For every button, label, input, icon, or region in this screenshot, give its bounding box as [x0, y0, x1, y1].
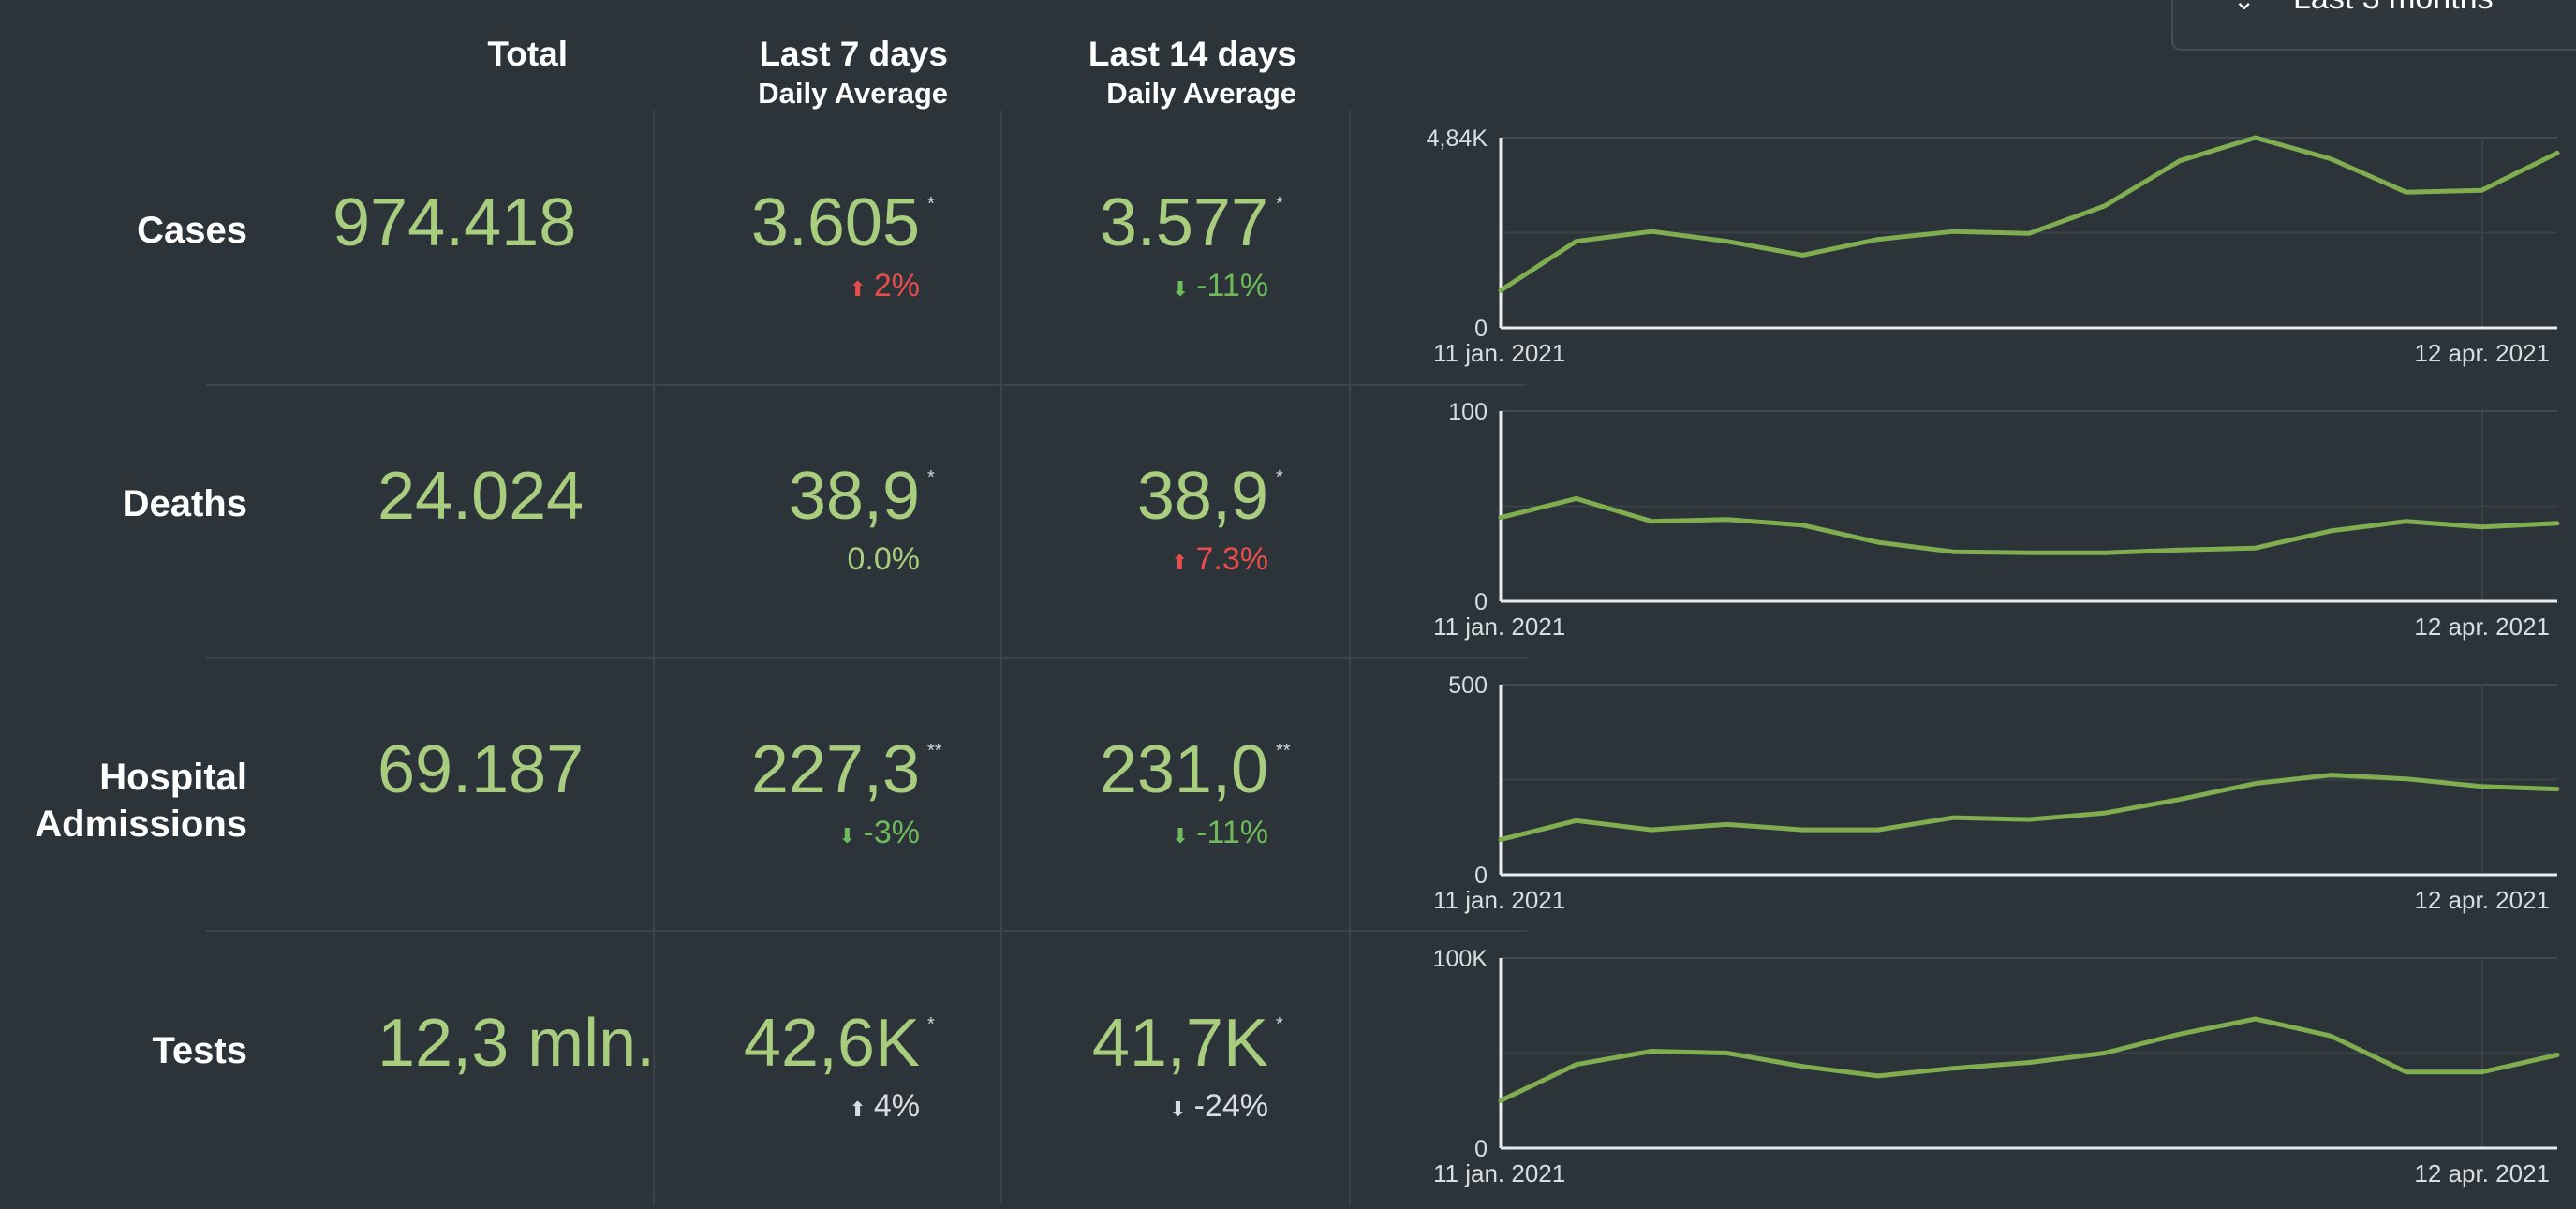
arrow-down-icon: ⬇ — [1169, 1098, 1187, 1121]
header-total: Total — [412, 34, 568, 75]
x-tick-label-start: 11 jan. 2021 — [1433, 612, 1565, 641]
row-divider — [206, 657, 1527, 659]
y-tick-label-min: 0 — [1474, 589, 1488, 615]
sparkline-svg: 100 011 jan. 2021 12 apr. 2021 — [1433, 399, 2560, 641]
avg7-value-cases: 3.605 — [750, 185, 920, 260]
avg14-change-tests-text: -24% — [1193, 1088, 1268, 1124]
avg7-change-deaths: 0.0% — [656, 540, 921, 578]
x-tick-label-start: 11 jan. 2021 — [1433, 1159, 1565, 1187]
avg7-change-cases-text: 2% — [873, 268, 920, 303]
row-label-hospital-admissions-line1: Hospital — [99, 757, 247, 798]
header-last-14-days: Last 14 days Daily Average — [1002, 34, 1296, 112]
x-tick-label-end: 12 apr. 2021 — [2414, 339, 2550, 367]
avg14-change-deaths-text: 7.3% — [1195, 541, 1269, 577]
y-tick-label-min: 0 — [1474, 863, 1488, 889]
x-tick-label-end: 12 apr. 2021 — [2414, 612, 2550, 641]
row-divider — [206, 930, 1527, 932]
period-dropdown-value: Last 3 months — [2293, 0, 2494, 17]
header-last-14-days-label: Last 14 days — [1088, 35, 1296, 73]
avg14-value-hospital-admissions: 231,0 — [1099, 732, 1268, 807]
avg14-change-cases: ⬇ -11% — [1002, 267, 1268, 308]
sparkline-hospital-admissions: 500 0 11 jan. 2021 12 apr. 2021 — [1396, 664, 2576, 936]
sparkline-cases: 4,84K 0 11 jan. 2021 12 apr. 2021 — [1396, 117, 2576, 389]
avg14-change-deaths: ⬆ 7.3% — [1002, 540, 1268, 582]
row-label-deaths: Deaths — [122, 483, 247, 524]
header-last-7-days-label: Last 7 days — [759, 35, 948, 73]
avg14-change-tests: ⬇ -24% — [1002, 1087, 1268, 1128]
sparkline-deaths: 100 0 11 jan. 2021 12 apr. 2021 — [1396, 391, 2576, 662]
arrow-down-icon: ⬇ — [1171, 824, 1190, 848]
header-last-7-days: Last 7 days Daily Average — [656, 34, 948, 112]
arrow-up-icon: ⬆ — [849, 277, 866, 301]
y-tick-label-min: 0 — [1474, 1136, 1488, 1162]
y-tick-label-max: 500 — [1448, 672, 1488, 699]
avg7-value-deaths: 38,9 — [788, 459, 920, 534]
period-dropdown[interactable]: ⌄ Last 3 months — [2171, 0, 2576, 51]
series-line — [1498, 135, 2560, 293]
series-line — [1498, 1016, 2560, 1103]
avg7-value-tests: 42,6K — [743, 1006, 920, 1081]
avg14-footnote-deaths: * — [1276, 467, 1283, 488]
avg7-change-hospital-admissions-text: -3% — [863, 815, 920, 850]
total-value-deaths: 24.024 — [378, 459, 585, 534]
avg14-value-cases: 3.577 — [1099, 185, 1268, 260]
arrow-down-icon: ⬇ — [838, 824, 856, 848]
header-last-14-days-sub: Daily Average — [1106, 77, 1296, 110]
avg7-footnote-hospital-admissions: ** — [927, 741, 942, 761]
avg14-footnote-hospital-admissions: ** — [1276, 741, 1291, 761]
avg7-change-hospital-admissions: ⬇ -3% — [656, 814, 920, 855]
arrow-up-icon: ⬆ — [1171, 551, 1189, 574]
sparkline-svg: 4,84K 011 jan. 2021 12 apr. 2021 — [1427, 125, 2560, 367]
avg7-change-tests: ⬆ 4% — [656, 1087, 920, 1128]
row-divider — [206, 384, 1527, 386]
y-tick-label-max: 100 — [1448, 399, 1488, 425]
avg14-footnote-tests: * — [1276, 1014, 1283, 1035]
total-value-tests: 12,3 mln. — [378, 1006, 656, 1081]
x-tick-label-end: 12 apr. 2021 — [2414, 1159, 2550, 1187]
avg14-change-hospital-admissions-text: -11% — [1196, 815, 1268, 850]
avg7-footnote-cases: * — [927, 194, 935, 214]
row-label-tests: Tests — [152, 1030, 247, 1071]
y-tick-label-max: 4,84K — [1427, 125, 1488, 152]
row-label-hospital-admissions: Hospital Admissions — [19, 754, 247, 848]
total-value-cases: 974.418 — [333, 185, 577, 260]
series-line — [1498, 495, 2560, 555]
sparkline-tests: 100K 0 11 jan. 2021 12 apr. 2021 — [1396, 937, 2576, 1209]
y-tick-label-min: 0 — [1474, 316, 1488, 342]
header-last-7-days-sub: Daily Average — [758, 77, 948, 110]
sparkline-svg: 100K 011 jan. 2021 12 apr. 2021 — [1433, 946, 2560, 1187]
y-tick-label-max: 100K — [1433, 946, 1488, 972]
row-label-cases: Cases — [137, 210, 247, 251]
x-tick-label-start: 11 jan. 2021 — [1433, 339, 1565, 367]
avg14-value-tests: 41,7K — [1091, 1006, 1268, 1081]
series-line — [1498, 773, 2560, 843]
arrow-up-icon: ⬆ — [849, 1098, 866, 1121]
avg7-footnote-deaths: * — [927, 467, 935, 488]
avg14-change-cases-text: -11% — [1196, 268, 1268, 303]
avg7-change-tests-text: 4% — [873, 1088, 920, 1124]
x-tick-label-end: 12 apr. 2021 — [2414, 886, 2550, 914]
total-value-hospital-admissions: 69.187 — [378, 732, 585, 807]
sparkline-svg: 500 011 jan. 2021 12 apr. 2021 — [1433, 672, 2560, 914]
avg7-footnote-tests: * — [927, 1014, 935, 1035]
avg14-change-hospital-admissions: ⬇ -11% — [1002, 814, 1268, 855]
avg14-footnote-cases: * — [1276, 194, 1283, 214]
avg14-value-deaths: 38,9 — [1136, 459, 1268, 534]
avg7-change-cases: ⬆ 2% — [656, 267, 920, 308]
header-total-label: Total — [487, 35, 568, 73]
avg7-change-deaths-text: 0.0% — [847, 541, 921, 577]
x-tick-label-start: 11 jan. 2021 — [1433, 886, 1565, 914]
chevron-down-icon: ⌄ — [2233, 0, 2256, 15]
arrow-down-icon: ⬇ — [1171, 277, 1190, 301]
avg7-value-hospital-admissions: 227,3 — [750, 732, 920, 807]
row-label-hospital-admissions-line2: Admissions — [35, 804, 247, 845]
